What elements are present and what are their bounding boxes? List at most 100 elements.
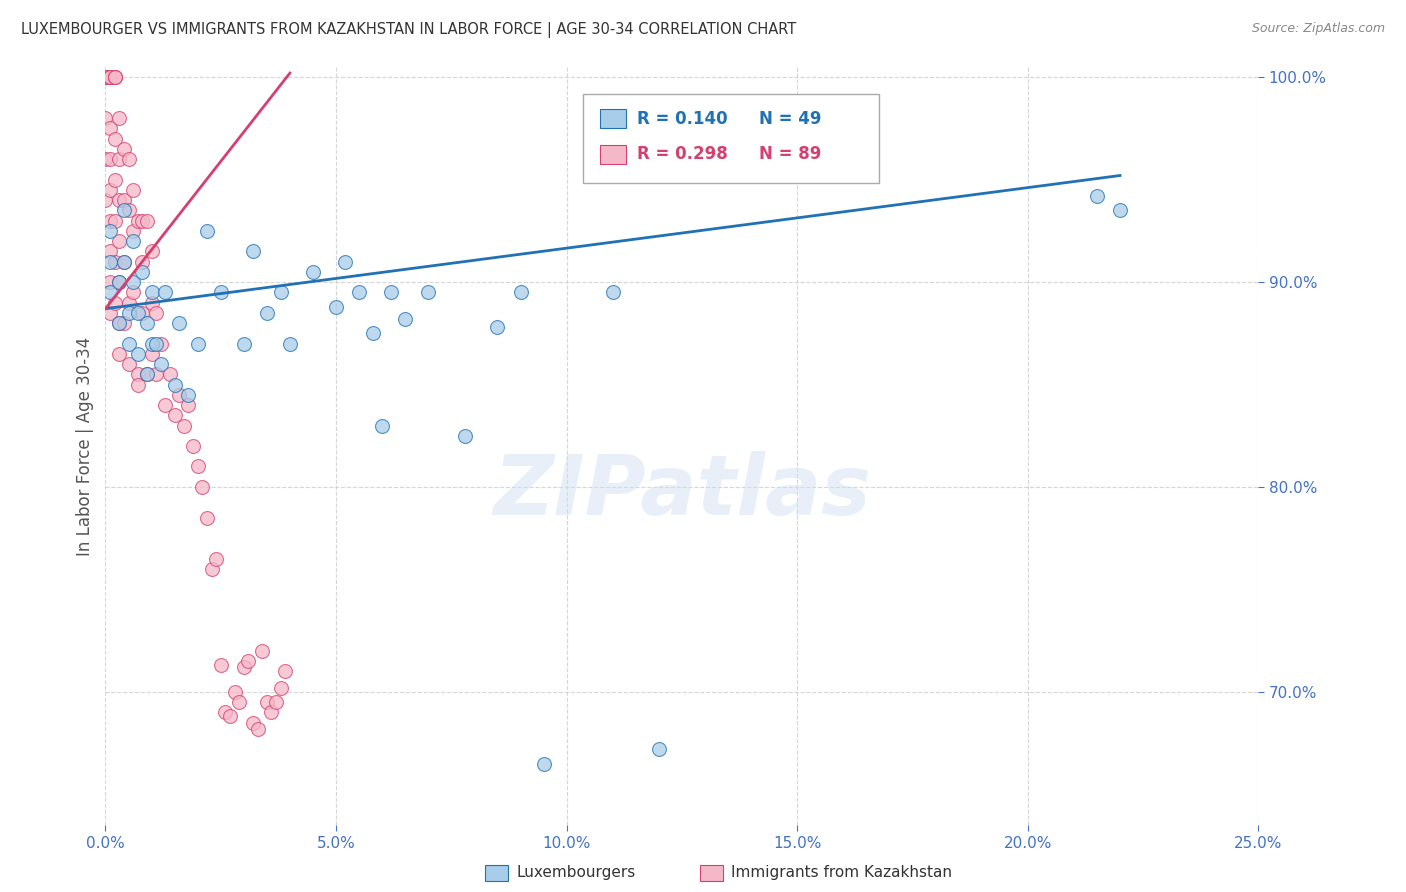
Point <box>270 285 292 300</box>
Point <box>270 681 292 695</box>
Point <box>509 285 531 300</box>
Point <box>104 70 127 84</box>
Point <box>454 429 477 443</box>
Point <box>224 685 246 699</box>
Point <box>238 654 260 668</box>
Point <box>302 265 325 279</box>
Point <box>141 347 163 361</box>
Point <box>232 660 254 674</box>
Point <box>94 70 117 84</box>
Point <box>104 254 127 268</box>
Point <box>108 275 131 289</box>
Point <box>256 306 278 320</box>
Point <box>228 695 250 709</box>
Point <box>108 347 131 361</box>
Point <box>136 316 159 330</box>
Point <box>108 234 131 248</box>
Point <box>141 285 163 300</box>
Point <box>242 244 264 259</box>
Point <box>98 70 121 84</box>
Point <box>141 244 163 259</box>
Point <box>361 326 384 341</box>
Point <box>98 70 121 84</box>
Point <box>94 152 117 166</box>
Point <box>122 224 145 238</box>
Point <box>122 234 145 248</box>
Point <box>117 336 139 351</box>
Point <box>371 418 394 433</box>
Text: Immigrants from Kazakhstan: Immigrants from Kazakhstan <box>731 865 952 880</box>
Point <box>177 398 200 412</box>
Point <box>602 285 624 300</box>
Text: R = 0.140: R = 0.140 <box>637 110 727 128</box>
Point <box>112 142 135 156</box>
Point <box>181 439 204 453</box>
Point <box>219 709 242 723</box>
Point <box>104 172 127 186</box>
Point <box>127 213 149 227</box>
Point <box>648 742 671 756</box>
Point <box>149 357 172 371</box>
Point <box>104 213 127 227</box>
Point <box>141 336 163 351</box>
Text: Source: ZipAtlas.com: Source: ZipAtlas.com <box>1251 22 1385 36</box>
Point <box>108 111 131 125</box>
Point <box>131 213 153 227</box>
Point <box>94 193 117 207</box>
Text: N = 49: N = 49 <box>759 110 821 128</box>
Point <box>94 70 117 84</box>
Point <box>145 368 167 382</box>
Point <box>98 70 121 84</box>
Point <box>163 377 186 392</box>
Point <box>127 347 149 361</box>
Point <box>122 285 145 300</box>
Point <box>108 193 131 207</box>
Point <box>117 203 139 218</box>
Point <box>1085 189 1108 203</box>
Point <box>127 306 149 320</box>
Point <box>104 131 127 145</box>
Point <box>98 254 121 268</box>
Point <box>209 658 232 673</box>
Point <box>104 295 127 310</box>
Point <box>117 357 139 371</box>
Point <box>127 368 149 382</box>
Point <box>112 316 135 330</box>
Point <box>131 254 153 268</box>
Point <box>98 285 121 300</box>
Point <box>122 275 145 289</box>
Text: Luxembourgers: Luxembourgers <box>516 865 636 880</box>
Point <box>195 224 218 238</box>
Point <box>131 306 153 320</box>
Point <box>418 285 440 300</box>
Point <box>94 70 117 84</box>
Point <box>112 203 135 218</box>
Point <box>104 70 127 84</box>
Point <box>94 70 117 84</box>
Point <box>98 70 121 84</box>
Point <box>112 254 135 268</box>
Point <box>256 695 278 709</box>
Point <box>117 306 139 320</box>
Point <box>242 715 264 730</box>
Point <box>252 644 274 658</box>
Point <box>347 285 370 300</box>
Point <box>136 368 159 382</box>
Point <box>98 306 121 320</box>
Point <box>200 562 222 576</box>
Point <box>94 111 117 125</box>
Text: LUXEMBOURGER VS IMMIGRANTS FROM KAZAKHSTAN IN LABOR FORCE | AGE 30-34 CORRELATIO: LUXEMBOURGER VS IMMIGRANTS FROM KAZAKHST… <box>21 22 796 38</box>
Point <box>98 70 121 84</box>
Point <box>94 70 117 84</box>
Point <box>187 459 209 474</box>
Point <box>112 254 135 268</box>
Text: N = 89: N = 89 <box>759 145 821 163</box>
Point <box>278 336 301 351</box>
Point <box>112 193 135 207</box>
Point <box>117 295 139 310</box>
Point <box>335 254 357 268</box>
Point <box>131 265 153 279</box>
Point <box>177 388 200 402</box>
Point <box>325 300 347 314</box>
Point <box>167 388 190 402</box>
